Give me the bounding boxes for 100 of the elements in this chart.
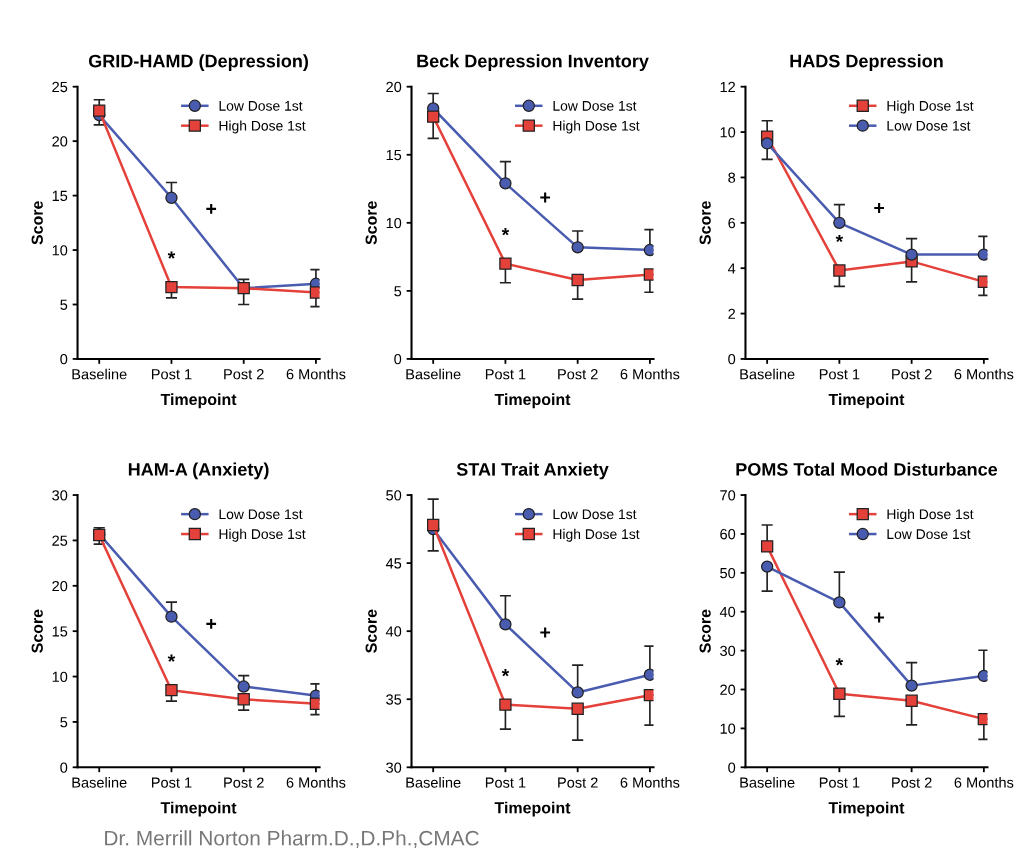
x-tick-label: 6 Months [954, 777, 1014, 788]
y-axis-title: Score [31, 609, 43, 653]
y-tick-label: 4 [727, 263, 736, 274]
point [165, 683, 178, 697]
point [571, 702, 584, 715]
y-tick-label: 0 [394, 354, 402, 365]
point [643, 243, 654, 257]
point [643, 668, 654, 681]
point [643, 688, 654, 702]
y-tick-label: 15 [52, 190, 68, 202]
point [571, 686, 584, 699]
y-tick-label: 0 [60, 354, 68, 365]
x-tick-label: Baseline [72, 368, 127, 380]
y-tick-label: 20 [52, 136, 68, 147]
x-tick-label: Post 2 [224, 369, 264, 380]
point [427, 110, 440, 123]
y-tick-label: 10 [720, 127, 736, 138]
point [833, 596, 846, 609]
x-tick-label: Baseline [406, 777, 461, 788]
y-tick-label: 35 [386, 694, 402, 705]
point [237, 680, 250, 693]
y-tick-label: 15 [386, 150, 402, 161]
annotation: + [874, 203, 884, 213]
annotation: * [835, 234, 844, 243]
legend-label: Low Dose 1st [219, 509, 303, 520]
point [237, 693, 250, 706]
point [977, 712, 988, 726]
y-axis-title: Score [365, 201, 377, 245]
chart-title: HAM-A (Anxiety) [128, 462, 269, 480]
point [571, 241, 584, 254]
point [760, 560, 774, 573]
y-tick-label: 50 [720, 567, 736, 579]
annotation: * [501, 228, 510, 236]
x-tick-label: Baseline [406, 368, 461, 380]
x-axis-title: Timepoint [160, 801, 237, 817]
point [165, 191, 178, 204]
legend-label: High Dose 1st [219, 120, 306, 134]
annotation: + [874, 612, 884, 623]
y-tick-label: 50 [386, 490, 402, 501]
y-tick-label: 30 [720, 645, 736, 657]
text: Dr. Merrill Norton Pharm.D.,D.Ph.,CMAC [105, 830, 479, 848]
x-tick-label: Post 2 [892, 777, 932, 788]
point [905, 694, 918, 707]
legend-label: Low Dose 1st [219, 101, 303, 111]
point [977, 248, 988, 261]
annotation: * [501, 669, 510, 677]
point [905, 248, 918, 261]
x-tick-label: Post 2 [892, 369, 932, 380]
point [499, 618, 512, 631]
point [499, 698, 512, 711]
y-tick-label: 30 [386, 762, 402, 773]
legend-label: High Dose 1st [553, 120, 640, 134]
point [309, 697, 320, 710]
legend-label: Low Dose 1st [553, 509, 637, 520]
y-tick-label: 0 [60, 762, 68, 773]
point [760, 137, 774, 150]
point [571, 273, 584, 287]
legend-label: High Dose 1st [887, 100, 974, 114]
point [499, 177, 512, 190]
y-tick-label: 5 [60, 717, 68, 728]
x-tick-label: 6 Months [954, 368, 1014, 380]
y-tick-label: 10 [386, 217, 402, 229]
annotation: + [540, 192, 551, 203]
x-axis-title: Timepoint [828, 393, 905, 409]
x-tick-label: Post 1 [151, 369, 192, 380]
y-tick-label: 70 [720, 490, 736, 501]
legend-label: High Dose 1st [219, 528, 306, 542]
chart-title: Beck Depression Inventory [417, 54, 649, 71]
point [309, 286, 320, 299]
y-axis-title: Score [699, 609, 711, 653]
chart-title: STAI Trait Anxiety [456, 462, 609, 480]
y-tick-label: 30 [52, 490, 68, 501]
x-tick-label: 6 Months [620, 777, 680, 788]
point [833, 264, 846, 277]
legend-label: Low Dose 1st [887, 120, 971, 131]
x-axis-title: Timepoint [160, 393, 237, 409]
x-tick-label: Post 1 [819, 369, 860, 380]
y-tick-label: 20 [52, 580, 68, 592]
point [93, 104, 106, 117]
x-axis-title: Timepoint [828, 801, 905, 817]
y-tick-label: 45 [385, 558, 402, 569]
x-tick-label: Baseline [72, 777, 127, 788]
y-tick-label: 15 [52, 626, 68, 637]
x-tick-label: Post 1 [485, 369, 526, 380]
y-tick-label: 60 [720, 529, 736, 540]
point [165, 610, 178, 623]
x-tick-label: Post 1 [485, 777, 526, 788]
point [905, 679, 918, 692]
x-tick-label: Post 1 [819, 777, 860, 788]
annotation: + [540, 627, 551, 638]
y-tick-label: 40 [719, 606, 736, 618]
annotation: * [167, 251, 176, 259]
x-tick-label: Post 2 [558, 777, 598, 788]
x-tick-label: Baseline [740, 777, 795, 788]
x-axis-title: Timepoint [494, 393, 571, 409]
point [977, 275, 988, 288]
y-tick-label: 0 [728, 354, 736, 365]
y-tick-label: 8 [728, 172, 736, 183]
y-tick-label: 40 [385, 626, 402, 637]
chart-title: POMS Total Mood Disturbance [736, 462, 998, 476]
